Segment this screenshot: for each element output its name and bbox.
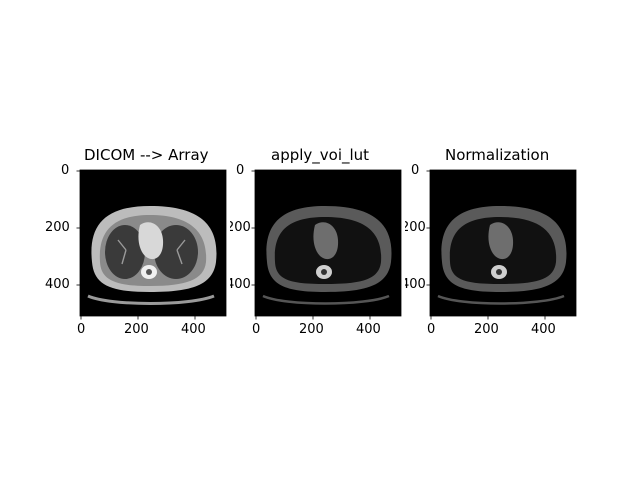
panel-3-y-tick-label: 400 [401, 277, 426, 292]
x-ticks-2 [255, 316, 371, 320]
panel-1-y-tick-label: 0 [61, 163, 70, 178]
axes-frame-3 [429, 169, 577, 317]
ct-image-1 [87, 206, 217, 305]
panel-2-title: apply_voi_lut [271, 146, 370, 164]
panel-1-y-tick-label: 400 [45, 277, 70, 292]
panel-2-y-tick-label: 200 [226, 220, 251, 235]
panel-2 [251, 169, 402, 320]
panel-1-title: DICOM --> Array [84, 146, 209, 164]
axes-frame-1 [79, 169, 227, 317]
ct-image-2 [262, 206, 392, 305]
panel-2-x-tick-label: 200 [299, 322, 324, 337]
panel-3-x-tick-label: 400 [531, 322, 556, 337]
panel-2-y-tick-label: 0 [236, 163, 245, 178]
panel-2-y-tick-label: 400 [226, 277, 251, 292]
panel-3-x-tick-label: 200 [474, 322, 499, 337]
panel-3-y-tick-label: 0 [411, 163, 420, 178]
panel-1-x-tick-label: 0 [77, 322, 86, 337]
panel-3-title: Normalization [445, 146, 550, 164]
panel-3-y-tick-label: 200 [401, 220, 426, 235]
y-ticks-3 [426, 170, 430, 286]
panel-2-x-tick-label: 0 [252, 322, 261, 337]
panel-1-y-tick-label: 200 [45, 220, 70, 235]
x-ticks-1 [80, 316, 196, 320]
y-ticks-1 [76, 170, 80, 286]
x-ticks-3 [430, 316, 546, 320]
panel-3-x-tick-label: 0 [427, 322, 436, 337]
panel-2-x-tick-label: 400 [356, 322, 381, 337]
panel-3 [426, 169, 577, 320]
panel-1-x-tick-label: 200 [124, 322, 149, 337]
panel-1 [76, 169, 227, 320]
ct-image-3 [437, 206, 567, 305]
axes-frame-2 [254, 169, 402, 317]
panel-1-x-tick-label: 400 [181, 322, 206, 337]
y-ticks-2 [251, 170, 255, 286]
